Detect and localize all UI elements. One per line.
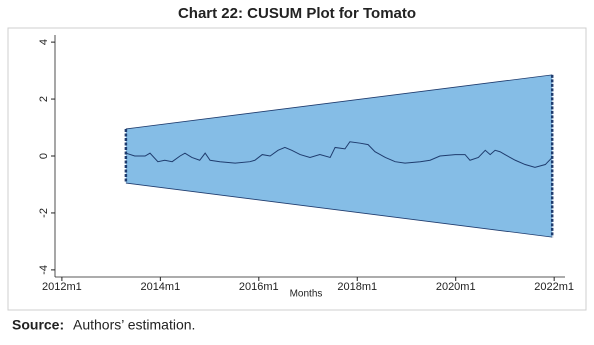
x-axis-label: Months <box>290 289 323 300</box>
band-edge <box>125 182 553 238</box>
y-tick-label: 0 <box>38 153 50 159</box>
x-tick-label: 2014m1 <box>140 281 180 293</box>
chart-title: Chart 22: CUSUM Plot for Tomato <box>178 5 416 22</box>
cusum-line <box>125 141 553 168</box>
y-tick-label: -2 <box>38 208 50 218</box>
x-tick-label: 2020m1 <box>436 281 476 293</box>
x-tick-label: 2018m1 <box>337 281 377 293</box>
y-tick-label: 2 <box>38 96 50 102</box>
source-label: Source: <box>12 317 64 333</box>
x-tick-label: 2016m1 <box>239 281 279 293</box>
band-edge <box>125 74 553 130</box>
source-text: Authors’ estimation. <box>73 317 195 333</box>
y-tick-label: -4 <box>38 265 50 275</box>
x-tick-label: 2022m1 <box>534 281 574 293</box>
y-tick-label: 4 <box>38 39 50 45</box>
chart-frame <box>7 27 587 311</box>
x-tick-label: 2012m1 <box>42 281 82 293</box>
